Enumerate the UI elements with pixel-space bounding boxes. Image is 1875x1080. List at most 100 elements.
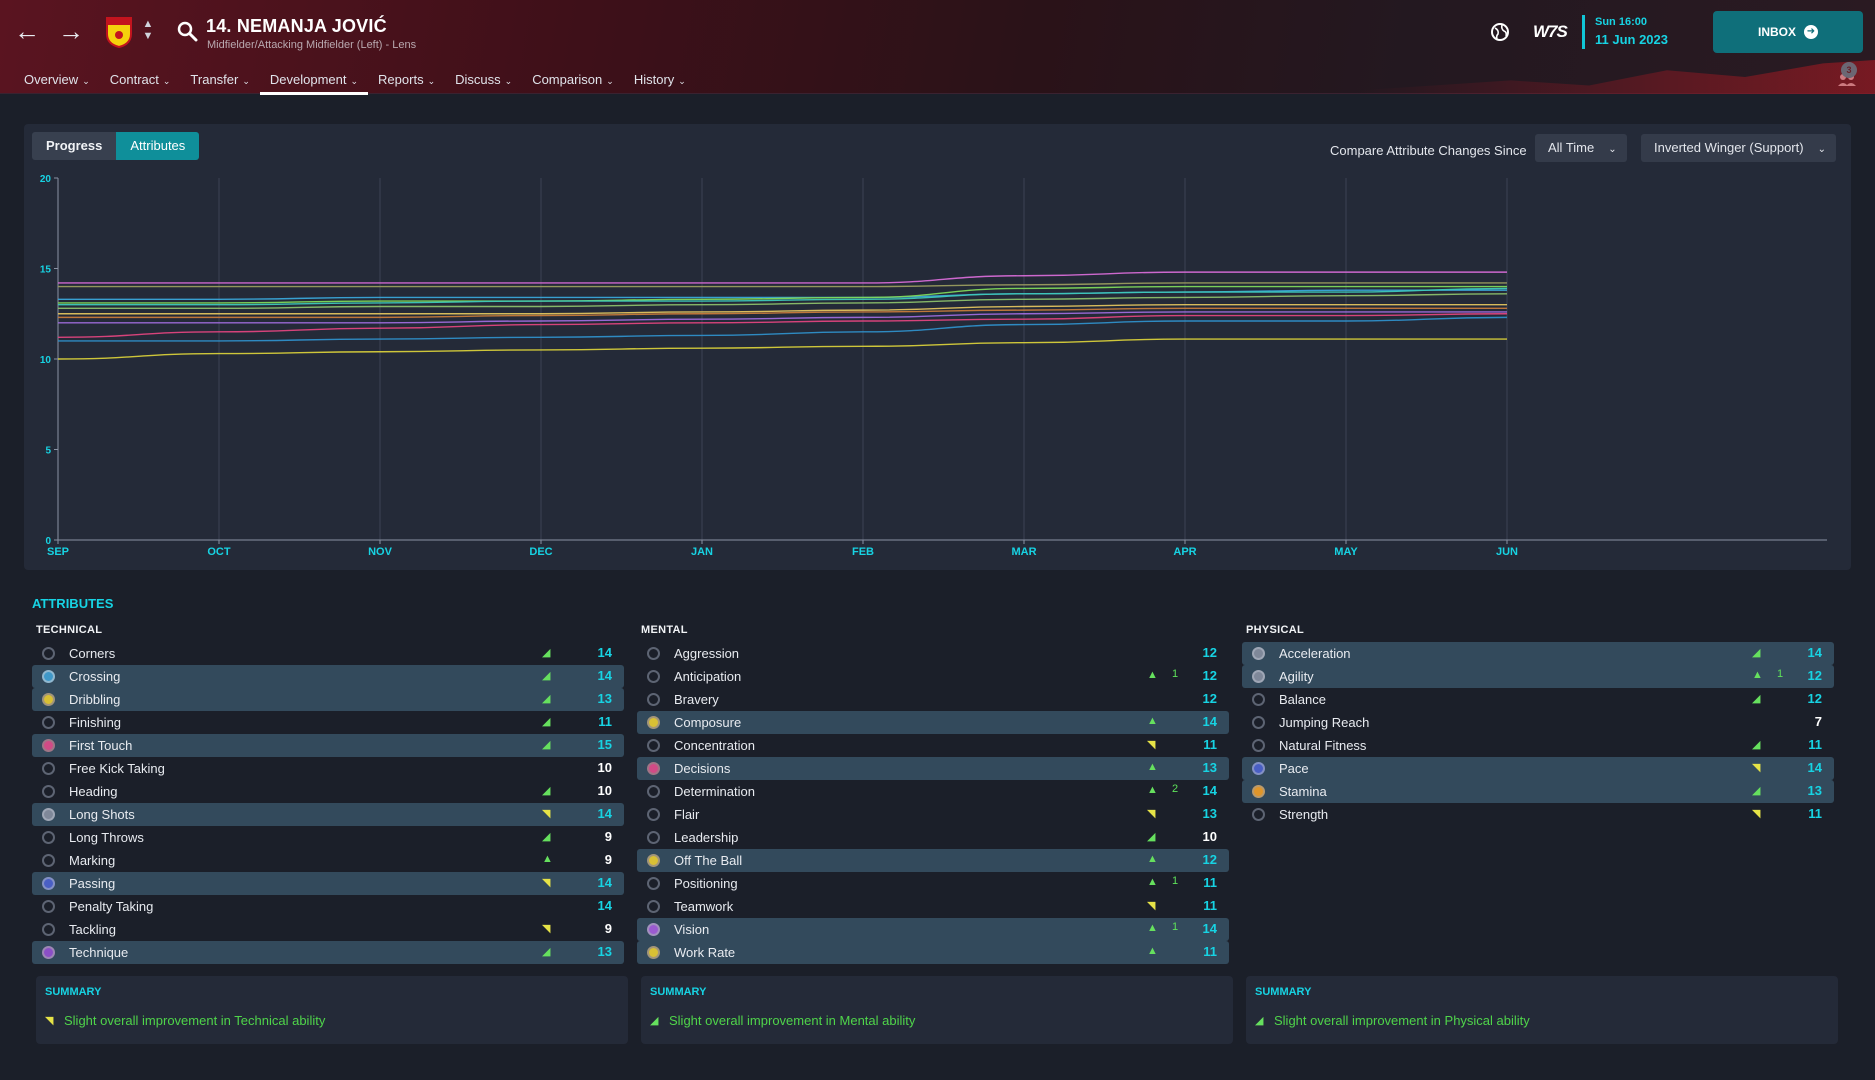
highlight-toggle-icon[interactable] (42, 693, 55, 706)
attribute-row[interactable]: Long Throws ◢ 9 (32, 826, 624, 849)
attribute-row[interactable]: Long Shots ◥ 14 (32, 803, 624, 826)
attribute-row[interactable]: Bravery 12 (637, 688, 1229, 711)
highlight-toggle-icon[interactable] (647, 693, 660, 706)
attribute-row[interactable]: Flair ◥ 13 (637, 803, 1229, 826)
club-badge-icon[interactable] (106, 16, 132, 48)
attribute-row[interactable]: Vision ▲ 1 14 (637, 918, 1229, 941)
progress-toggle-button[interactable]: Progress (32, 132, 117, 160)
inbox-button[interactable]: INBOX ➜ (1713, 11, 1863, 53)
highlight-toggle-icon[interactable] (1252, 785, 1265, 798)
y-tick-label: 0 (45, 536, 51, 547)
attribute-row[interactable]: First Touch ◢ 15 (32, 734, 624, 757)
highlight-toggle-icon[interactable] (647, 647, 660, 660)
attribute-row[interactable]: Dribbling ◢ 13 (32, 688, 624, 711)
highlight-toggle-icon[interactable] (42, 785, 55, 798)
highlight-toggle-icon[interactable] (647, 785, 660, 798)
forward-arrow-icon[interactable]: → (58, 16, 84, 46)
highlight-toggle-icon[interactable] (1252, 808, 1265, 821)
attribute-row[interactable]: Strength ◥ 11 (1242, 803, 1834, 826)
team-notification-icon[interactable] (1836, 62, 1858, 86)
tab-development[interactable]: Development ⌄ (259, 66, 369, 95)
highlight-toggle-icon[interactable] (647, 923, 660, 936)
highlight-toggle-icon[interactable] (1252, 670, 1265, 683)
highlight-toggle-icon[interactable] (1252, 716, 1265, 729)
attribute-row[interactable]: Determination ▲ 2 14 (637, 780, 1229, 803)
highlight-toggle-icon[interactable] (647, 808, 660, 821)
tab-reports[interactable]: Reports ⌄ (368, 66, 445, 94)
highlight-toggle-icon[interactable] (42, 831, 55, 844)
attribute-row[interactable]: Anticipation ▲ 1 12 (637, 665, 1229, 688)
attribute-row[interactable]: Tackling ◥ 9 (32, 918, 624, 941)
highlight-toggle-icon[interactable] (42, 716, 55, 729)
tab-contract[interactable]: Contract ⌄ (100, 66, 181, 94)
tab-label: History (633, 72, 675, 87)
attribute-row[interactable]: Agility ▲ 1 12 (1242, 665, 1834, 688)
attribute-row[interactable]: Off The Ball ▲ 12 (637, 849, 1229, 872)
tab-overview[interactable]: Overview ⌄ (14, 66, 100, 94)
tab-discuss[interactable]: Discuss ⌄ (445, 66, 522, 94)
highlight-toggle-icon[interactable] (647, 670, 660, 683)
highlight-toggle-icon[interactable] (647, 900, 660, 913)
attribute-row[interactable]: Leadership ◢ 10 (637, 826, 1229, 849)
attribute-row[interactable]: Positioning ▲ 1 11 (637, 872, 1229, 895)
attribute-row[interactable]: Balance ◢ 12 (1242, 688, 1834, 711)
tab-transfer[interactable]: Transfer ⌄ (180, 66, 259, 94)
highlight-toggle-icon[interactable] (1252, 693, 1265, 706)
highlight-toggle-icon[interactable] (42, 923, 55, 936)
attribute-row[interactable]: Technique ◢ 13 (32, 941, 624, 964)
attribute-row[interactable]: Passing ◥ 14 (32, 872, 624, 895)
globe-icon[interactable] (1490, 22, 1510, 42)
tab-history[interactable]: History ⌄ (624, 66, 696, 94)
highlight-toggle-icon[interactable] (42, 647, 55, 660)
highlight-toggle-icon[interactable] (647, 854, 660, 867)
attribute-row[interactable]: Corners ◢ 14 (32, 642, 624, 665)
player-position-club: Midfielder/Attacking Midfielder (Left) -… (207, 39, 417, 51)
back-arrow-icon[interactable]: ← (14, 16, 40, 46)
highlight-toggle-icon[interactable] (42, 900, 55, 913)
highlight-toggle-icon[interactable] (647, 739, 660, 752)
attribute-row[interactable]: Marking ▲ 9 (32, 849, 624, 872)
highlight-toggle-icon[interactable] (42, 762, 55, 775)
attribute-name: Penalty Taking (69, 899, 154, 914)
highlight-toggle-icon[interactable] (42, 739, 55, 752)
highlight-toggle-icon[interactable] (647, 877, 660, 890)
mental-summary: SUMMARY ◢ Slight overall improvement in … (641, 976, 1233, 1044)
attribute-row[interactable]: Natural Fitness ◢ 11 (1242, 734, 1834, 757)
highlight-toggle-icon[interactable] (1252, 739, 1265, 752)
highlight-toggle-icon[interactable] (647, 946, 660, 959)
player-switch-icon[interactable]: ▲ ▼ (142, 18, 154, 42)
attribute-row[interactable]: Penalty Taking 14 (32, 895, 624, 918)
attribute-row[interactable]: Composure ▲ 14 (637, 711, 1229, 734)
role-dropdown[interactable]: Inverted Winger (Support) ⌄ (1641, 134, 1836, 162)
tab-comparison[interactable]: Comparison ⌄ (522, 66, 624, 94)
highlight-toggle-icon[interactable] (647, 716, 660, 729)
highlight-toggle-icon[interactable] (647, 762, 660, 775)
attribute-row[interactable]: Crossing ◢ 14 (32, 665, 624, 688)
y-tick-label: 20 (40, 174, 52, 185)
highlight-toggle-icon[interactable] (1252, 762, 1265, 775)
attribute-row[interactable]: Finishing ◢ 11 (32, 711, 624, 734)
compare-since-dropdown[interactable]: All Time ⌄ (1535, 134, 1627, 162)
attribute-row[interactable]: Free Kick Taking 10 (32, 757, 624, 780)
highlight-toggle-icon[interactable] (1252, 647, 1265, 660)
attribute-row[interactable]: Pace ◥ 14 (1242, 757, 1834, 780)
attribute-row[interactable]: Jumping Reach 7 (1242, 711, 1834, 734)
attribute-value: 13 (597, 691, 612, 706)
highlight-toggle-icon[interactable] (42, 670, 55, 683)
highlight-toggle-icon[interactable] (42, 877, 55, 890)
attribute-row[interactable]: Decisions ▲ 13 (637, 757, 1229, 780)
chevron-down-icon: ⌄ (427, 76, 436, 86)
attribute-row[interactable]: Work Rate ▲ 11 (637, 941, 1229, 964)
highlight-toggle-icon[interactable] (42, 854, 55, 867)
attribute-row[interactable]: Acceleration ◢ 14 (1242, 642, 1834, 665)
attribute-row[interactable]: Teamwork ◥ 11 (637, 895, 1229, 918)
attributes-toggle-button[interactable]: Attributes (116, 132, 200, 160)
search-icon[interactable] (176, 20, 198, 42)
highlight-toggle-icon[interactable] (42, 808, 55, 821)
attribute-row[interactable]: Stamina ◢ 13 (1242, 780, 1834, 803)
attribute-row[interactable]: Aggression 12 (637, 642, 1229, 665)
highlight-toggle-icon[interactable] (42, 946, 55, 959)
attribute-row[interactable]: Heading ◢ 10 (32, 780, 624, 803)
highlight-toggle-icon[interactable] (647, 831, 660, 844)
attribute-row[interactable]: Concentration ◥ 11 (637, 734, 1229, 757)
